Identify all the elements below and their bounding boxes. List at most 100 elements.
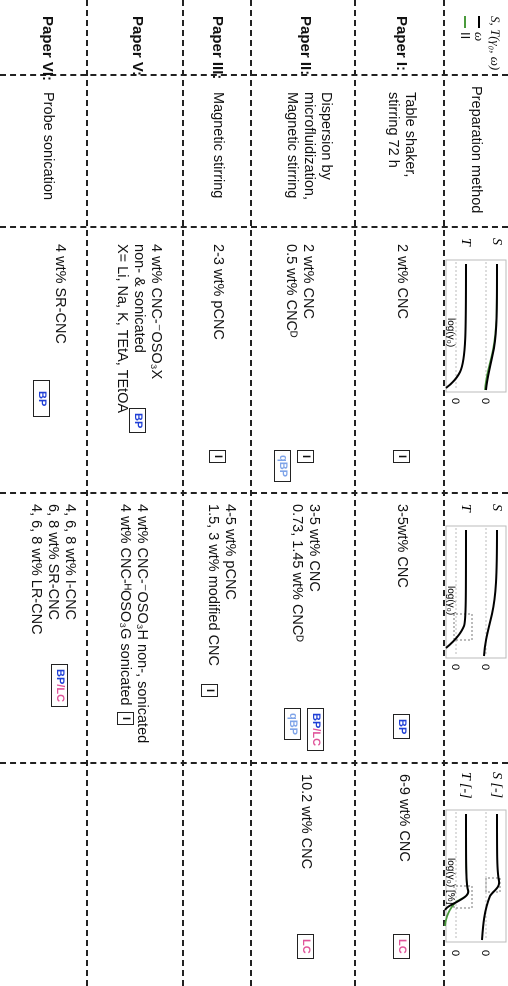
plot3-zero-bottom: 0 [449,950,461,956]
paper-label-3: Paper III: [209,16,226,80]
column-divider-3 [0,762,508,764]
col3-row-1-badge-wrap: LC [393,930,410,959]
col2-row-3: 4-5 wt% pCNC 1.5, 3 wt% modified CNC [204,504,238,666]
col2-row-4-badge-wrap: I [117,708,134,726]
col3-row-2: 10.2 wt% CNC [297,774,314,869]
method-row-3: Magnetic stirring [209,92,226,198]
plot-header-col2: S T log(γ₀) 0 0 [445,504,507,670]
col1-row-4: 4 wt% CNC-⁻OSO₃X non- & sonicated X= Li,… [113,244,164,413]
plot3-frame [445,809,507,943]
plot3-axis-label: log(γ₀) [%] [445,858,456,905]
condition-text: 0.5 wt% CNCᴰ [283,244,299,338]
col1-row-5: 4 wt% SR-CNC [51,244,68,344]
col1-row-2-badges: I qBP [273,446,314,482]
condition-text: 4-5 wt% pCNC [222,504,238,600]
paper-label-4: Paper V: [129,16,146,77]
plot2-zero-bottom: 0 [449,664,461,670]
plot1-curve-t [445,263,467,389]
plot3-curve-t-black [444,813,470,911]
plot2-frame [445,525,507,659]
method-line: microfluidization, [301,92,317,200]
col1-row-3-badge-wrap: I [209,446,226,464]
plot3-zero-top: 0 [479,950,491,956]
plot1-zero-bottom: 0 [449,398,461,404]
condition-text: X= Li, Na, K, TEtA, TEtOA [114,244,130,414]
method-line: Magnetic stirring [210,92,226,199]
col2-row-2-badges: BP/LC qBP [283,704,324,752]
condition-text: 1.5, 3 wt% modified CNC [205,504,221,666]
condition-text: 6-9 wt% CNC [396,774,412,862]
plot2-axis-label: log(γ₀) [445,586,456,615]
bp-lc-badge: BP/LC [51,664,68,708]
lc-badge: LC [393,934,410,959]
isotropic-badge: I [209,450,226,464]
condition-text: 4 wt% CNC-⁻OSO₃X [148,244,164,380]
plot2-zero-top: 0 [479,664,491,670]
bp-badge: BP [33,380,50,418]
col1-row-5-badge-wrap: BP [33,376,50,418]
lc-part: LC [54,687,66,703]
preparation-method-header: Preparation method [468,86,484,214]
plot2-zoom-box [453,613,473,641]
legend-row-two: II [458,16,473,70]
isotropic-badge: I [117,712,134,726]
plot3-curve-s [481,813,501,941]
plot1-s-label: S [489,238,504,245]
col2-row-5-badge-wrap: BP/LC [51,660,68,708]
col2-row-3-badge-wrap: I [201,680,218,698]
plot3-s-label: S [-] [489,772,504,798]
condition-text: 4, 6, 8 wt% I-CNC [62,504,78,621]
condition-text: 3-5 wt% CNC [306,504,322,592]
bp-lc-badge: BP/LC [307,708,324,752]
col1-row-2: 2 wt% CNC 0.5 wt% CNCᴰ [282,244,316,338]
corner-title: S, T(γ₀, ω) [488,16,503,71]
method-line: Probe sonication [40,92,56,201]
method-line: Dispersion by [318,92,334,180]
plot3-t-label: T [-] [458,772,473,799]
column-divider-2 [0,492,508,494]
bp-badge: BP [129,408,146,434]
legend-label-two: II [458,32,473,40]
condition-text: 2 wt% CNC [300,244,316,319]
isotropic-badge: I [393,450,410,464]
plot1-axis-label: log(γ₀) [445,318,456,347]
legend-row-bold: ω [472,16,487,70]
plot2-curve-t [445,529,467,649]
method-row-5: Probe sonication [39,92,56,200]
col1-row-4-badge-wrap: BP [129,404,146,434]
paper-label-2: Paper II: [297,16,314,76]
col2-row-5: 4, 6, 8 wt% I-CNC 6, 8 wt% SR-CNC 4, 6, … [27,504,78,635]
bp-part: BP [54,669,66,685]
bp-badge: BP [393,714,410,740]
qbp-badge: qBP [273,450,291,482]
lc-badge: LC [297,934,314,959]
column-divider-0 [0,74,508,76]
plot1-t-label: T [458,238,473,247]
isotropic-badge: I [201,684,218,698]
plot1-frame [445,259,507,393]
method-row-2: Dispersion by microfluidization, Magneti… [283,92,334,200]
legend-line-green [464,16,466,28]
col2-row-2: 3-5 wt% CNC 0.73, 1.45 wt% CNCᴰ [288,504,322,642]
legend-line-black [478,16,480,28]
plot2-s-label: S [489,504,504,511]
condition-text: 2-3 wt% pCNC [210,244,226,340]
col1-row-1: 2 wt% CNC [393,244,410,319]
condition-text: 0.73, 1.45 wt% CNCᴰ [289,504,305,642]
condition-text: 10.2 wt% CNC [298,774,314,870]
column-divider-1 [0,226,508,228]
lc-part: LC [310,731,322,747]
qbp-badge: qBP [283,708,301,740]
col2-row-1: 3-5wt% CNC [393,504,410,588]
col3-row-1: 6-9 wt% CNC [395,774,412,862]
condition-text: 3-5wt% CNC [394,504,410,588]
col3-row-2-badge-wrap: LC [297,930,314,959]
plot1-zero-top: 0 [479,398,491,404]
condition-text: non- & sonicated [131,244,147,353]
plot2-curve-s [483,529,498,657]
method-line: stirring 72 h [385,92,401,168]
condition-text: 4, 6, 8 wt% LR-CNC [28,504,44,635]
condition-text: 4 wt% SR-CNC [52,244,68,344]
col1-row-3: 2-3 wt% pCNC [209,244,226,340]
